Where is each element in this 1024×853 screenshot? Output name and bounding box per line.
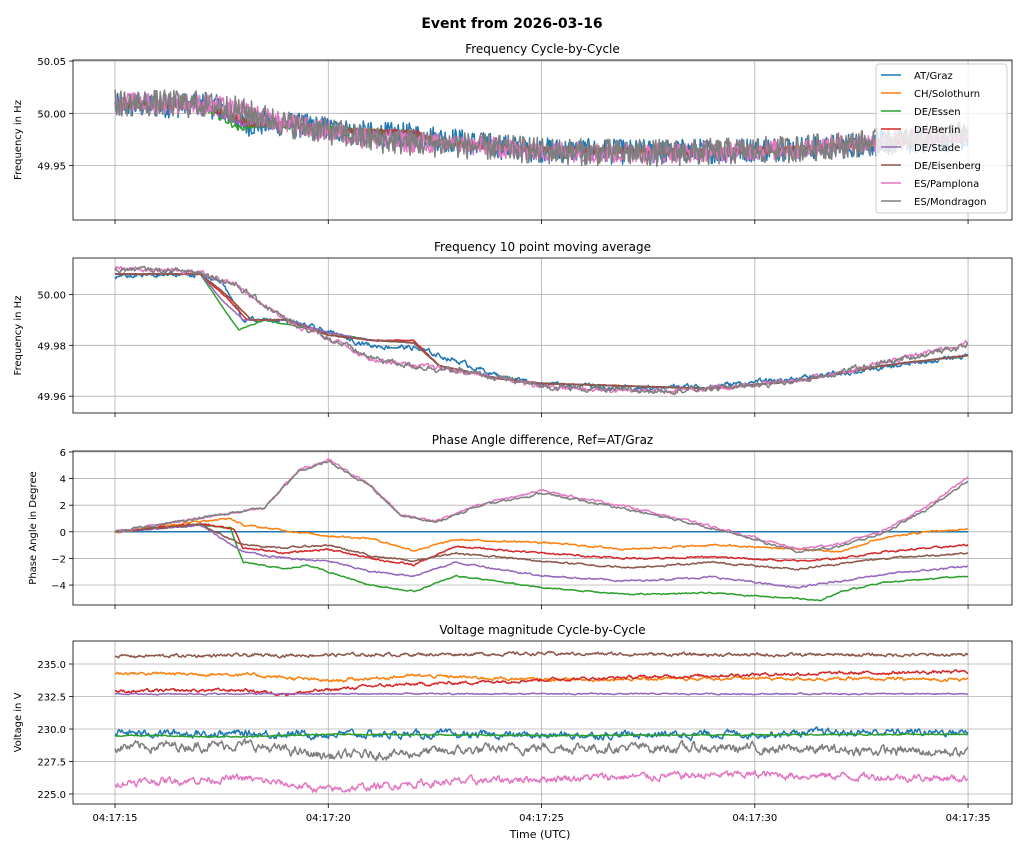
y-tick-label: 50.00 [37, 109, 66, 120]
series-line-es-pamplona [114, 770, 969, 793]
series-line-de-stade [114, 692, 969, 696]
y-axis-label: Frequency in Hz [13, 100, 24, 180]
legend-label: ES/Mondragon [914, 197, 987, 208]
y-tick-label: 50.05 [37, 57, 66, 68]
series-line-de-stade [114, 523, 969, 589]
legend-frame [875, 63, 1008, 214]
y-tick-label: −2 [51, 554, 66, 565]
series-line-de-berlin [114, 669, 969, 697]
y-tick-label: 230.0 [37, 725, 66, 736]
panel-title: Frequency Cycle-by-Cycle [465, 42, 620, 56]
panel-title: Frequency 10 point moving average [434, 240, 651, 254]
series-group [114, 89, 969, 167]
figure-title: Event from 2026-03-16 [421, 16, 602, 32]
x-tick-label: 04:17:35 [946, 813, 991, 824]
x-tick-label: 04:17:15 [93, 813, 138, 824]
y-tick-label: 49.95 [37, 162, 66, 173]
y-tick-label: 225.0 [37, 790, 66, 801]
panel-0: 49.95 50.00 50.05 Frequency Cycle-by-Cycle F… [13, 42, 1013, 224]
legend-label: DE/Berlin [914, 125, 960, 136]
legend: AT/Graz CH/Solothurn DE/Essen DE/Berlin DE/S… [875, 63, 1008, 214]
axes-frame [72, 640, 1013, 805]
y-tick-label: 2 [60, 501, 66, 512]
legend-label: CH/Solothurn [914, 89, 980, 100]
series-line-de-berlin [114, 522, 969, 567]
legend-label: AT/Graz [914, 71, 953, 82]
y-tick-label: 6 [60, 448, 66, 459]
axes-frame [72, 257, 1013, 414]
series-line-es-mondragon [114, 460, 969, 554]
series-line-es-mondragon [114, 738, 969, 762]
series-line-de-eisenberg [114, 650, 969, 659]
x-axis-label: Time (UTC) [509, 828, 571, 841]
panel-3: 04:17:15 04:17:20 04:17:25 04:17:30 04:17:35… [13, 623, 1013, 824]
panel-title: Voltage magnitude Cycle-by-Cycle [439, 623, 645, 637]
y-axis-label: Phase Angle in Degree [28, 471, 39, 584]
series-line-de-eisenberg [114, 522, 969, 571]
series-group [114, 458, 969, 602]
series-group [114, 265, 969, 396]
series-line-de-essen [114, 732, 969, 739]
y-axis-label: Frequency in Hz [13, 296, 24, 376]
series-line-es-mondragon [114, 265, 969, 396]
legend-label: DE/Eisenberg [914, 161, 981, 172]
series-line-es-mondragon [114, 89, 969, 167]
series-line-ch-solothurn [114, 517, 969, 553]
y-tick-label: −4 [51, 581, 66, 592]
panel-1: 49.96 49.98 50.00 Frequency 10 point moving… [13, 240, 1013, 417]
legend-label: DE/Essen [914, 107, 961, 118]
y-tick-label: 0 [60, 528, 66, 539]
x-tick-label: 04:17:30 [732, 813, 777, 824]
legend-label: DE/Stade [914, 143, 960, 154]
y-tick-label: 49.96 [37, 392, 66, 403]
series-line-es-pamplona [114, 458, 969, 551]
legend-label: ES/Pamplona [914, 179, 979, 190]
x-tick-label: 04:17:20 [306, 813, 351, 824]
y-tick-label: 49.98 [37, 341, 66, 352]
y-tick-label: 235.0 [37, 660, 66, 671]
panel-2: −4 −2 0 2 4 6 Phase Angle difference, Ref=AT/G… [28, 433, 1013, 609]
series-line-de-essen [114, 523, 969, 602]
axes-frame [72, 450, 1013, 606]
y-tick-label: 232.5 [37, 693, 66, 704]
y-tick-label: 227.5 [37, 757, 66, 768]
y-axis-label: Voltage in V [13, 692, 24, 752]
y-tick-label: 50.00 [37, 290, 66, 301]
x-tick-label: 04:17:25 [519, 813, 564, 824]
series-group [114, 650, 969, 793]
panel-title: Phase Angle difference, Ref=AT/Graz [432, 433, 653, 447]
y-tick-label: 4 [60, 475, 66, 486]
axes-frame [72, 59, 1013, 221]
